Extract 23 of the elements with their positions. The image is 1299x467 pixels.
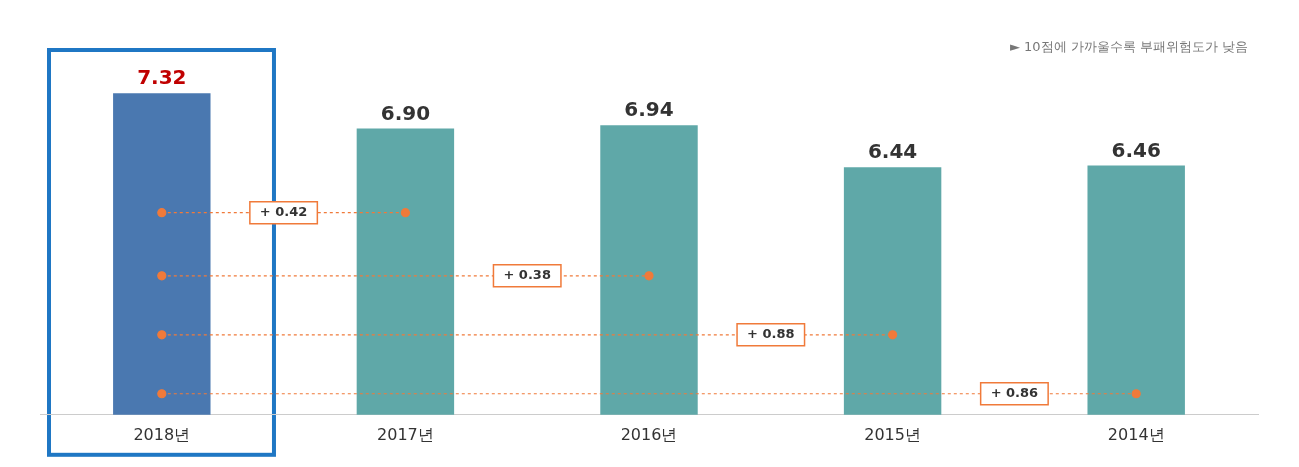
annotation: + 0.86 [990, 385, 1039, 401]
data-label: 6.94 [624, 97, 674, 122]
point [888, 330, 898, 340]
annotation: + 0.88 [747, 326, 795, 342]
point [400, 208, 410, 218]
point [157, 389, 167, 399]
x-tick-label: 2017년 [377, 424, 434, 444]
data-label: 7.32 [137, 65, 187, 90]
x-tick-label: 2014년 [1107, 424, 1165, 444]
x-tick-label: 2015년 [864, 424, 921, 444]
data-label: 6.44 [867, 139, 918, 164]
annotation: + 0.42 [259, 204, 308, 220]
point [157, 271, 167, 281]
data-label: 6.90 [380, 100, 431, 125]
point [1131, 389, 1141, 399]
point [157, 208, 167, 218]
data-label: 6.46 [1111, 137, 1161, 162]
point [157, 330, 167, 340]
x-tick-label: 2018년 [133, 424, 191, 444]
x-tick-label: 2016년 [620, 424, 678, 444]
point [644, 271, 654, 281]
annotation: + 0.38 [503, 267, 551, 283]
text: ► 10점에 가까울수록 부패위험도가 낮음 [1009, 39, 1248, 55]
